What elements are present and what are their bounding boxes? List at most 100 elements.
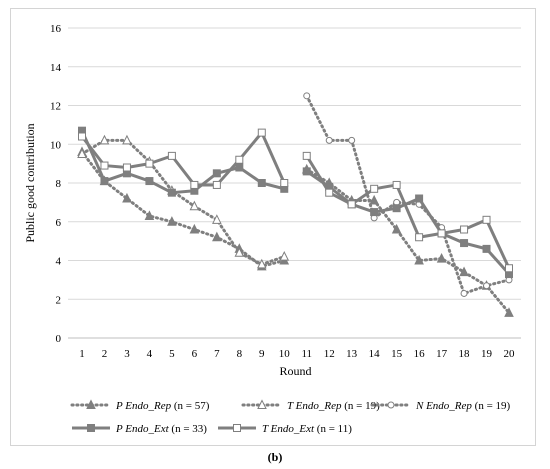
x-tick-label: 13 xyxy=(346,348,358,360)
x-tick-label: 6 xyxy=(192,348,198,360)
x-tick-label: 4 xyxy=(147,348,153,360)
data-point xyxy=(257,179,266,187)
data-point xyxy=(325,188,334,197)
data-point xyxy=(460,239,469,248)
y-tick-label: 4 xyxy=(56,256,62,268)
x-tick-label: 10 xyxy=(279,348,291,360)
data-point xyxy=(459,266,469,277)
data-point xyxy=(99,134,110,145)
data-point xyxy=(190,180,199,189)
legend-label: N Endo_Rep (n = 19) xyxy=(415,400,511,412)
data-point xyxy=(504,307,514,317)
data-point xyxy=(189,223,200,234)
data-point xyxy=(415,233,424,242)
legend-sample-size: (n = 19) xyxy=(342,400,381,412)
data-point xyxy=(87,424,95,432)
data-point xyxy=(144,210,155,220)
series-4 xyxy=(78,126,513,279)
data-point xyxy=(505,264,513,273)
data-point xyxy=(234,247,245,257)
legend-sample-size: (n = 33) xyxy=(169,423,208,435)
legend-series-name: T Endo_Ext xyxy=(262,423,315,435)
data-point xyxy=(233,424,241,432)
data-point xyxy=(280,179,289,187)
legend-series-name: P Endo_Rep xyxy=(115,400,172,412)
legend-sample-size: (n = 57) xyxy=(171,400,210,412)
x-tick-label: 5 xyxy=(169,348,175,360)
x-axis-title: Round xyxy=(279,364,311,378)
legend-item: P Endo_Rep (n = 57) xyxy=(70,399,210,412)
y-tick-label: 0 xyxy=(56,333,62,345)
data-point xyxy=(369,194,379,205)
x-tick-label: 2 xyxy=(102,348,108,360)
data-point xyxy=(279,251,290,261)
data-point xyxy=(392,180,401,189)
data-point xyxy=(145,177,154,186)
data-point xyxy=(482,215,491,224)
x-tick-label: 18 xyxy=(459,348,471,360)
x-tick-label: 14 xyxy=(369,348,381,360)
data-point xyxy=(122,134,132,145)
x-tick-label: 20 xyxy=(504,348,516,360)
y-tick-label: 8 xyxy=(56,178,62,190)
series-line xyxy=(305,155,511,269)
legend-sample-size: (n = 11) xyxy=(314,423,352,435)
series-line xyxy=(80,138,286,266)
y-tick-label: 14 xyxy=(50,62,62,74)
legend-item: P Endo_Ext (n = 33) xyxy=(72,423,207,435)
data-point xyxy=(212,214,222,224)
data-point xyxy=(303,92,311,100)
data-point xyxy=(347,200,356,209)
y-tick-label: 12 xyxy=(50,101,61,113)
data-point xyxy=(348,136,356,144)
data-point xyxy=(460,289,468,297)
x-tick-label: 15 xyxy=(391,348,403,360)
y-tick-label: 6 xyxy=(56,217,62,229)
data-point xyxy=(325,136,333,144)
data-point xyxy=(482,244,491,253)
legend-item: T Endo_Rep (n = 19) xyxy=(241,399,381,412)
data-point xyxy=(86,399,96,409)
data-point xyxy=(370,208,379,217)
data-point xyxy=(189,200,200,211)
series-line xyxy=(80,131,286,187)
legend-series-name: T Endo_Rep xyxy=(287,400,342,412)
data-point xyxy=(415,194,424,203)
data-point xyxy=(387,401,395,409)
data-point xyxy=(235,155,244,164)
legend-item: T Endo_Ext (n = 11) xyxy=(218,423,352,435)
legend-series-name: P Endo_Ext xyxy=(115,423,170,435)
data-point xyxy=(212,169,221,178)
data-point xyxy=(391,223,402,234)
series-line xyxy=(305,170,511,276)
legend-series-name: N Endo_Rep xyxy=(415,400,472,412)
x-tick-labels: 1 2 3 4 5 6 7 8 9 10 11 12 13 14 15 16 17 18 19 20 xyxy=(79,348,515,360)
data-point xyxy=(77,148,87,158)
legend-item: N Endo_Rep (n = 19) xyxy=(370,400,511,412)
data-point xyxy=(167,188,176,197)
caption-label: (b) xyxy=(267,450,283,464)
data-point xyxy=(235,163,244,172)
data-point xyxy=(100,177,109,186)
series-2 xyxy=(77,134,290,269)
data-point xyxy=(78,132,86,141)
y-axis-title: Public good contribution xyxy=(23,123,37,242)
data-point xyxy=(122,192,132,203)
x-tick-label: 11 xyxy=(301,348,312,360)
legend-label: P Endo_Ext (n = 33) xyxy=(115,423,207,435)
data-point xyxy=(483,282,491,290)
x-tick-label: 9 xyxy=(259,348,265,360)
data-point xyxy=(257,399,267,409)
data-point xyxy=(302,151,311,160)
data-point xyxy=(167,151,176,160)
data-point xyxy=(167,216,177,226)
legend-label: T Endo_Ext (n = 11) xyxy=(262,423,352,435)
data-point xyxy=(370,184,379,193)
x-tick-label: 1 xyxy=(79,348,85,360)
data-point xyxy=(436,252,447,263)
data-point xyxy=(100,161,109,170)
series-5 xyxy=(78,128,513,273)
data-point xyxy=(122,163,131,172)
figure-caption: (b) xyxy=(0,450,550,465)
